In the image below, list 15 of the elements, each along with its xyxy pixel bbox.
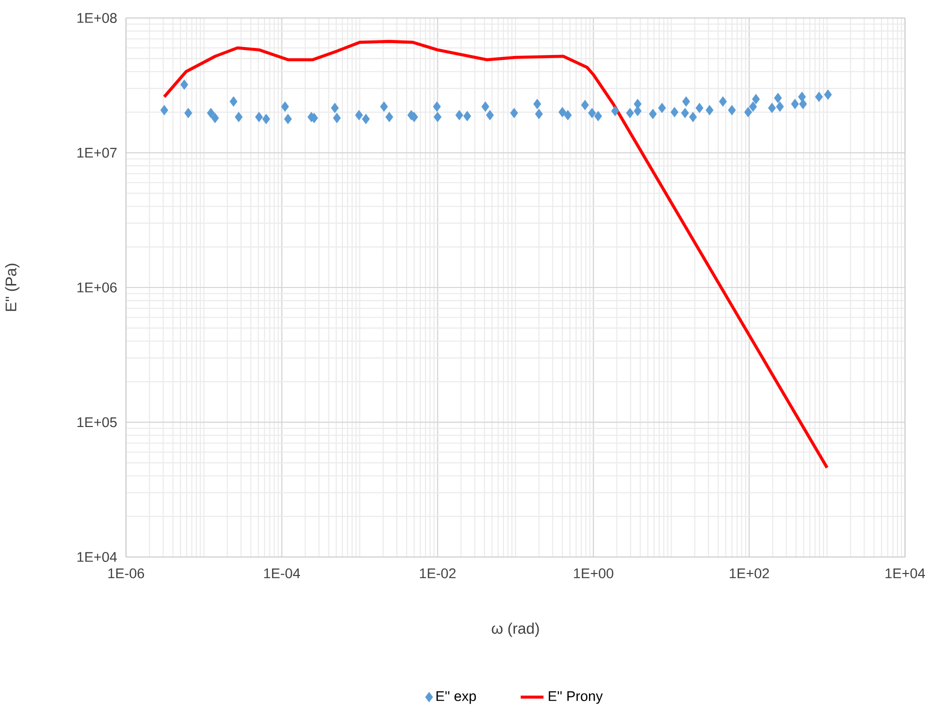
y-tick-label: 1E+08 bbox=[77, 13, 117, 23]
x-axis-title: ω (rad) bbox=[492, 622, 539, 637]
y-tick-label: 1E+07 bbox=[77, 148, 117, 158]
x-tick-label: 1E+00 bbox=[574, 568, 614, 578]
x-tick-label: 1E+04 bbox=[886, 568, 926, 578]
x-tick-label: 1E+02 bbox=[730, 568, 769, 578]
y-tick-label: 1E+06 bbox=[77, 282, 117, 292]
legend-label: E'' Prony bbox=[548, 691, 603, 704]
y-axis-title: E'' (Pa) bbox=[5, 264, 20, 311]
x-tick-label: 1E-06 bbox=[108, 568, 144, 578]
legend-label: E'' exp bbox=[436, 691, 476, 704]
x-tick-label: 1E-04 bbox=[264, 568, 300, 578]
x-tick-label: 1E-02 bbox=[420, 568, 456, 578]
y-tick-label: 1E+04 bbox=[77, 552, 117, 562]
y-tick-label: 1E+05 bbox=[77, 417, 117, 428]
